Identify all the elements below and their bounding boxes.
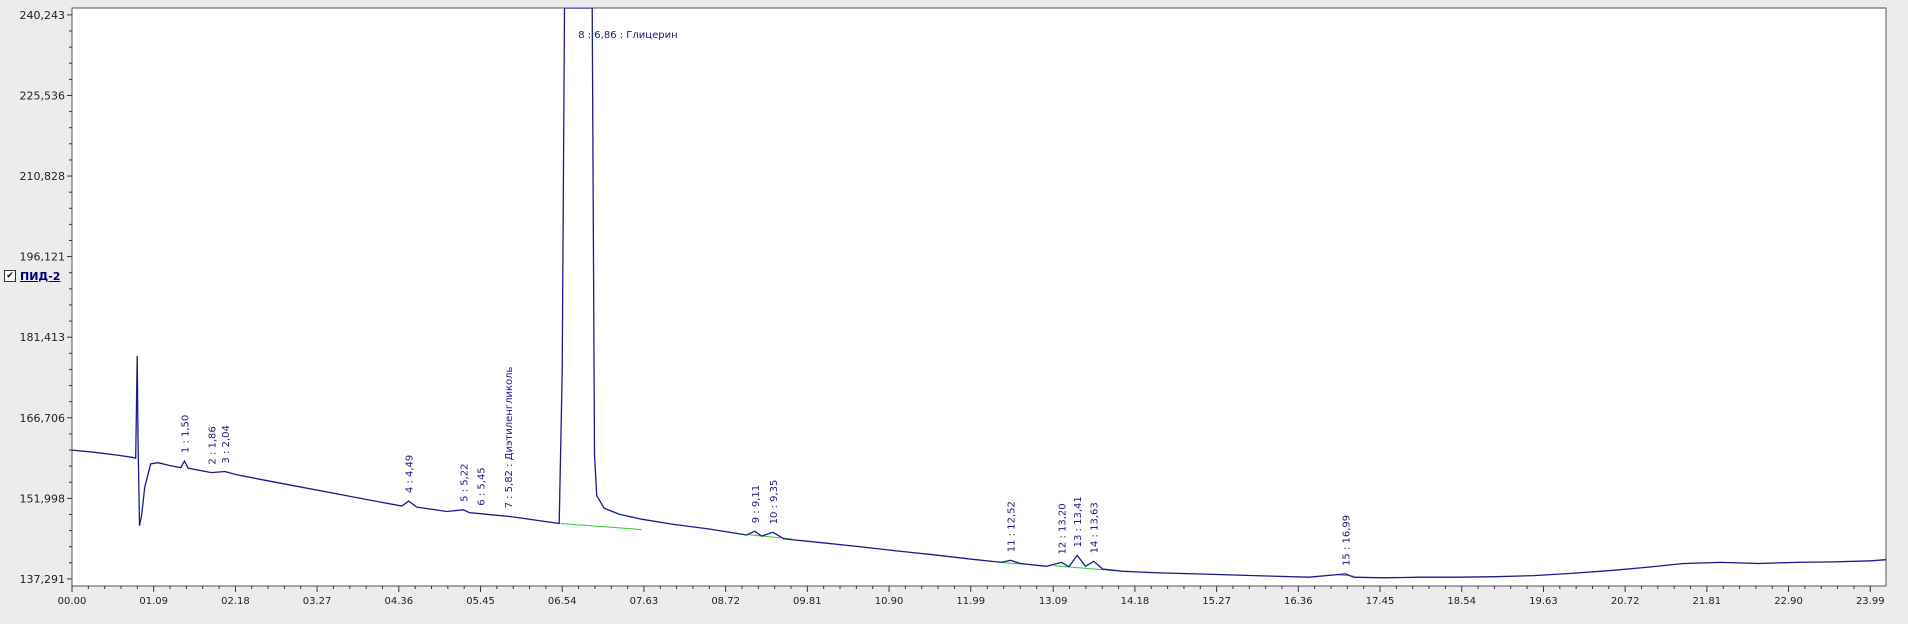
x-tick-label: 18.54	[1447, 596, 1476, 607]
peak-label: 11 : 12,52	[1006, 501, 1017, 552]
peak-label: 4 : 4,49	[405, 455, 416, 493]
peak-label: 8 : 6,86 : Глицерин	[578, 30, 677, 41]
baseline-segment	[560, 523, 642, 531]
x-tick-label: 15.27	[1202, 596, 1231, 607]
x-tick-label: 16.36	[1284, 596, 1313, 607]
x-tick-label: 17.45	[1366, 596, 1395, 607]
x-tick-label: 13.09	[1039, 596, 1068, 607]
x-tick-label: 00.00	[58, 596, 87, 607]
x-tick-label: 08.72	[711, 596, 740, 607]
x-tick-label: 23.99	[1856, 596, 1885, 607]
x-tick-label: 11.99	[956, 596, 985, 607]
x-tick-label: 14.18	[1121, 596, 1150, 607]
x-tick-label: 03.27	[303, 596, 332, 607]
legend-checkbox[interactable]: ✔	[4, 270, 16, 282]
peak-label: 6 : 5,45	[477, 467, 488, 505]
y-tick-label: 137,291	[20, 573, 66, 586]
peak-label: 15 : 16,99	[1342, 515, 1353, 566]
x-tick-label: 19.63	[1529, 596, 1558, 607]
peak-label: 1 : 1,50	[180, 415, 191, 453]
y-tick-label: 166,706	[20, 412, 66, 425]
y-tick-label: 225,536	[20, 89, 66, 102]
y-tick-label: 210,828	[20, 170, 66, 183]
x-tick-label: 09.81	[793, 596, 822, 607]
legend-series-label[interactable]: ПИД-2	[20, 269, 61, 283]
y-tick-label: 196,121	[20, 251, 66, 264]
x-tick-label: 22.90	[1774, 596, 1803, 607]
legend[interactable]: ✔ ПИД-2	[4, 268, 60, 284]
peak-label: 14 : 13,63	[1090, 502, 1101, 553]
signal-line	[72, 8, 1886, 579]
x-tick-label: 21.81	[1693, 596, 1722, 607]
x-tick-label: 05.45	[466, 596, 495, 607]
peak-label: 5 : 5,22	[459, 463, 470, 501]
peak-label: 9 : 9,11	[751, 485, 762, 523]
x-tick-label: 06.54	[548, 596, 577, 607]
x-tick-label: 02.18	[221, 596, 250, 607]
x-tick-label: 04.36	[384, 596, 413, 607]
peak-label: 3 : 2,04	[221, 425, 232, 463]
y-tick-label: 181,413	[20, 331, 66, 344]
x-tick-label: 07.63	[630, 596, 659, 607]
y-tick-label: 240,243	[20, 9, 66, 22]
x-tick-label: 20.72	[1611, 596, 1640, 607]
peak-label: 12 : 13,20	[1057, 503, 1068, 554]
baseline-segment	[1053, 565, 1114, 572]
peak-label: 2 : 1,86	[207, 426, 218, 464]
x-tick-label: 10.90	[875, 596, 904, 607]
peak-label: 10 : 9,35	[769, 480, 780, 525]
y-tick-label: 151,998	[20, 492, 66, 505]
peak-label: 13 : 13,41	[1073, 496, 1084, 547]
x-tick-label: 01.09	[139, 596, 168, 607]
plot-area	[71, 7, 1887, 587]
peak-label: 7 : 5,82 : Диэтиленгликоль	[504, 366, 515, 508]
